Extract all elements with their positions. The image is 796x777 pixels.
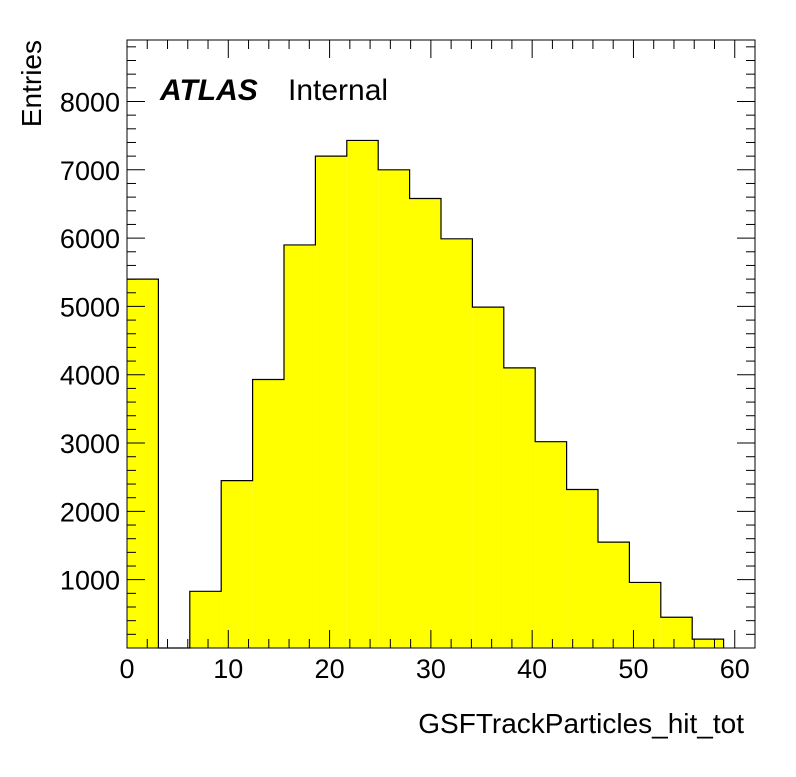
histogram-bar-14 [566, 489, 598, 648]
x-tick-label: 40 [517, 654, 547, 684]
x-tick-label: 20 [315, 654, 345, 684]
y-tick-label: 5000 [60, 292, 120, 322]
y-tick-label: 1000 [60, 566, 120, 596]
histogram-bar-6 [315, 156, 347, 648]
y-tick-label: 8000 [60, 87, 120, 117]
histogram-bar-13 [535, 441, 567, 648]
x-axis-title: GSFTrackParticles_hit_tot [418, 708, 744, 739]
x-tick-label: 50 [618, 654, 648, 684]
histogram-bar-2 [189, 591, 222, 648]
tick-labels-layer: 0 10 20 30 40 50 60 1000 2000 3000 4000 5000 6000 700… [60, 87, 750, 684]
histogram-bar-12 [503, 367, 536, 648]
histogram-bar-11 [472, 307, 504, 648]
histogram-bar-8 [378, 169, 410, 648]
x-tick-label: 30 [416, 654, 446, 684]
histogram-step-line [127, 139, 725, 649]
histogram-bar-16 [629, 582, 661, 648]
y-tick-label: 2000 [60, 497, 120, 527]
histogram-bar-17 [660, 617, 693, 648]
histogram-bar-9 [409, 198, 441, 649]
histogram-bar-4 [252, 379, 284, 648]
atlas-label: ATLAS [159, 74, 258, 107]
histogram-bar-7 [346, 140, 379, 648]
x-tick-label: 10 [213, 654, 243, 684]
internal-label: Internal [288, 74, 388, 107]
histogram-bar-10 [441, 238, 473, 648]
y-tick-label: 3000 [60, 429, 120, 459]
y-tick-label: 6000 [60, 224, 120, 254]
bars-layer [127, 140, 724, 649]
y-tick-label: 7000 [60, 156, 120, 186]
histogram-outline [127, 139, 725, 649]
histogram-bar-5 [284, 244, 316, 648]
histogram-bar-15 [598, 542, 630, 648]
plot-frame [126, 39, 756, 649]
histogram-bar-18 [692, 639, 724, 648]
ticks-layer [126, 40, 756, 648]
y-tick-label: 4000 [60, 361, 120, 391]
histogram-bar-3 [221, 480, 253, 648]
x-tick-label: 0 [119, 654, 134, 684]
histogram-bar-0 [127, 279, 159, 648]
y-axis-title: Entries [16, 40, 47, 127]
x-tick-label: 60 [720, 654, 750, 684]
